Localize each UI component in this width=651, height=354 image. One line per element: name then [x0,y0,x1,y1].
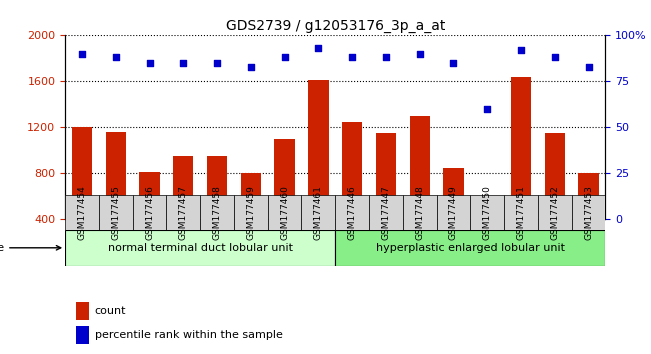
FancyBboxPatch shape [403,195,437,230]
Bar [443,168,464,266]
Bar [308,80,329,266]
Text: GSM177459: GSM177459 [246,185,255,240]
Text: disease state: disease state [0,243,61,253]
Title: GDS2739 / g12053176_3p_a_at: GDS2739 / g12053176_3p_a_at [226,19,445,33]
FancyBboxPatch shape [133,195,167,230]
Bar [72,127,92,266]
FancyBboxPatch shape [301,195,335,230]
FancyBboxPatch shape [470,195,504,230]
Point [245,64,256,69]
Point [77,51,87,57]
FancyBboxPatch shape [572,195,605,230]
FancyBboxPatch shape [268,195,301,230]
Bar [578,173,599,266]
Text: GSM177446: GSM177446 [348,185,357,240]
Bar [139,172,159,266]
Point [549,55,560,60]
Point [415,51,425,57]
FancyBboxPatch shape [369,195,403,230]
Point [313,45,324,51]
Bar [409,116,430,266]
Point [449,60,459,66]
FancyBboxPatch shape [65,195,99,230]
Text: GSM177447: GSM177447 [381,185,391,240]
Text: GSM177454: GSM177454 [77,185,87,240]
FancyBboxPatch shape [99,195,133,230]
FancyBboxPatch shape [335,195,369,230]
Point [279,55,290,60]
Text: GSM177460: GSM177460 [280,185,289,240]
FancyBboxPatch shape [504,195,538,230]
Text: GSM177457: GSM177457 [179,185,187,240]
Bar [173,156,193,266]
FancyBboxPatch shape [167,195,201,230]
Bar [342,122,362,266]
Text: GSM177448: GSM177448 [415,185,424,240]
Text: GSM177450: GSM177450 [483,185,492,240]
Text: percentile rank within the sample: percentile rank within the sample [95,330,283,340]
Point [212,60,222,66]
FancyBboxPatch shape [538,195,572,230]
FancyBboxPatch shape [201,195,234,230]
Bar [511,77,531,266]
Point [583,64,594,69]
Text: count: count [95,306,126,316]
Text: GSM177456: GSM177456 [145,185,154,240]
Text: GSM177455: GSM177455 [111,185,120,240]
Point [482,106,492,112]
Bar [545,133,565,266]
Bar [241,173,261,266]
Point [178,60,189,66]
Point [145,60,155,66]
Bar [76,302,89,320]
FancyBboxPatch shape [234,195,268,230]
Text: GSM177461: GSM177461 [314,185,323,240]
Bar [207,156,227,266]
Bar [76,326,89,344]
FancyBboxPatch shape [335,230,605,266]
Point [347,55,357,60]
Bar [477,212,497,266]
Point [516,47,526,53]
Text: GSM177451: GSM177451 [516,185,525,240]
Text: hyperplastic enlarged lobular unit: hyperplastic enlarged lobular unit [376,243,565,253]
Text: GSM177452: GSM177452 [550,185,559,240]
Text: GSM177453: GSM177453 [584,185,593,240]
Bar [376,133,396,266]
Bar [105,132,126,266]
Text: GSM177449: GSM177449 [449,185,458,240]
Text: GSM177458: GSM177458 [213,185,221,240]
Bar [275,139,295,266]
FancyBboxPatch shape [65,230,335,266]
Text: normal terminal duct lobular unit: normal terminal duct lobular unit [107,243,293,253]
FancyBboxPatch shape [437,195,470,230]
Point [381,55,391,60]
Point [111,55,121,60]
